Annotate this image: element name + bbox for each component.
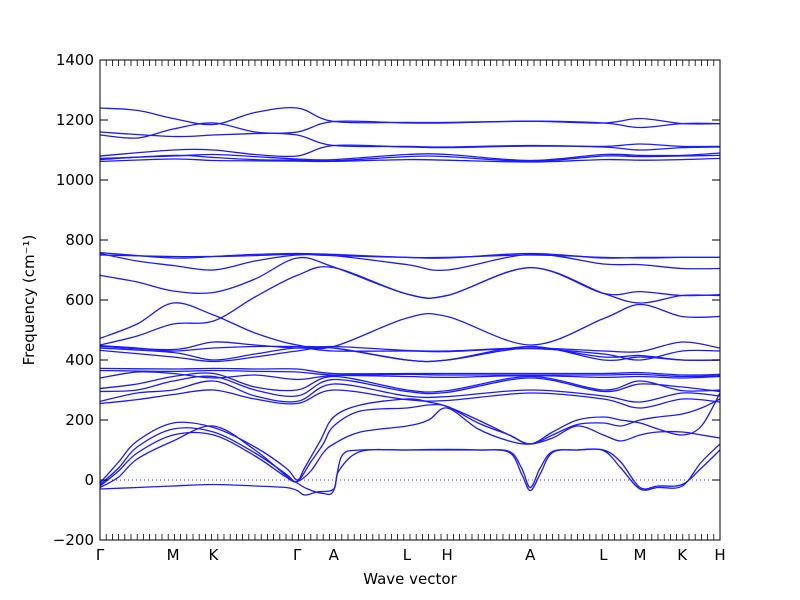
band-line-20	[100, 372, 720, 393]
x-tick-label: M	[167, 546, 180, 564]
band-line-11	[100, 302, 720, 350]
y-tick-label: 1200	[56, 111, 94, 129]
x-tick-label: A	[329, 546, 340, 564]
band-line-4	[100, 152, 720, 162]
y-tick-label: −200	[53, 531, 94, 549]
band-line-18	[100, 369, 720, 378]
x-tick-label: H	[714, 546, 725, 564]
band-line-26	[100, 407, 720, 487]
band-line-19	[100, 371, 720, 381]
band-group	[100, 107, 720, 496]
x-axis-label: Wave vector	[363, 570, 457, 588]
x-tick-label: Γ	[96, 546, 105, 564]
y-tick-label: 1400	[56, 51, 94, 69]
y-tick-label: 400	[65, 351, 94, 369]
band-line-3	[100, 144, 720, 158]
band-line-22	[100, 380, 720, 403]
x-tick-label: L	[403, 546, 412, 564]
y-tick-label: 800	[65, 231, 94, 249]
band-line-0	[100, 107, 720, 126]
x-tick-label: K	[209, 546, 220, 564]
band-line-15	[100, 347, 720, 361]
band-line-27	[100, 425, 720, 496]
x-tick-label: M	[634, 546, 647, 564]
band-line-25	[100, 398, 720, 485]
band-line-23	[100, 389, 720, 409]
band-line-9	[100, 253, 720, 259]
band-line-21	[100, 375, 720, 398]
x-tick-label: K	[677, 546, 688, 564]
y-tick-label: 1000	[56, 171, 94, 189]
plot-area	[99, 59, 721, 541]
band-line-6	[100, 157, 720, 163]
band-line-12	[100, 266, 720, 346]
x-tick-label: A	[525, 546, 536, 564]
x-tick-label: L	[599, 546, 608, 564]
plot-frame	[99, 59, 721, 541]
x-tick-label: Γ	[293, 546, 302, 564]
band-line-16	[100, 346, 720, 363]
y-axis-label: Frequency (cm⁻¹)	[20, 235, 38, 366]
band-line-17	[100, 367, 720, 376]
band-line-5	[100, 154, 720, 163]
y-axis-ticks: −200 0 200 400 600 800 1000 1200 1400	[53, 51, 720, 549]
band-line-1	[100, 120, 720, 138]
band-line-8	[100, 252, 720, 272]
x-tick-label: H	[442, 546, 453, 564]
y-tick-label: 600	[65, 291, 94, 309]
band-line-10	[100, 256, 720, 299]
y-tick-label: 200	[65, 411, 94, 429]
band-line-28	[100, 443, 720, 496]
y-tick-label: 0	[84, 471, 94, 489]
